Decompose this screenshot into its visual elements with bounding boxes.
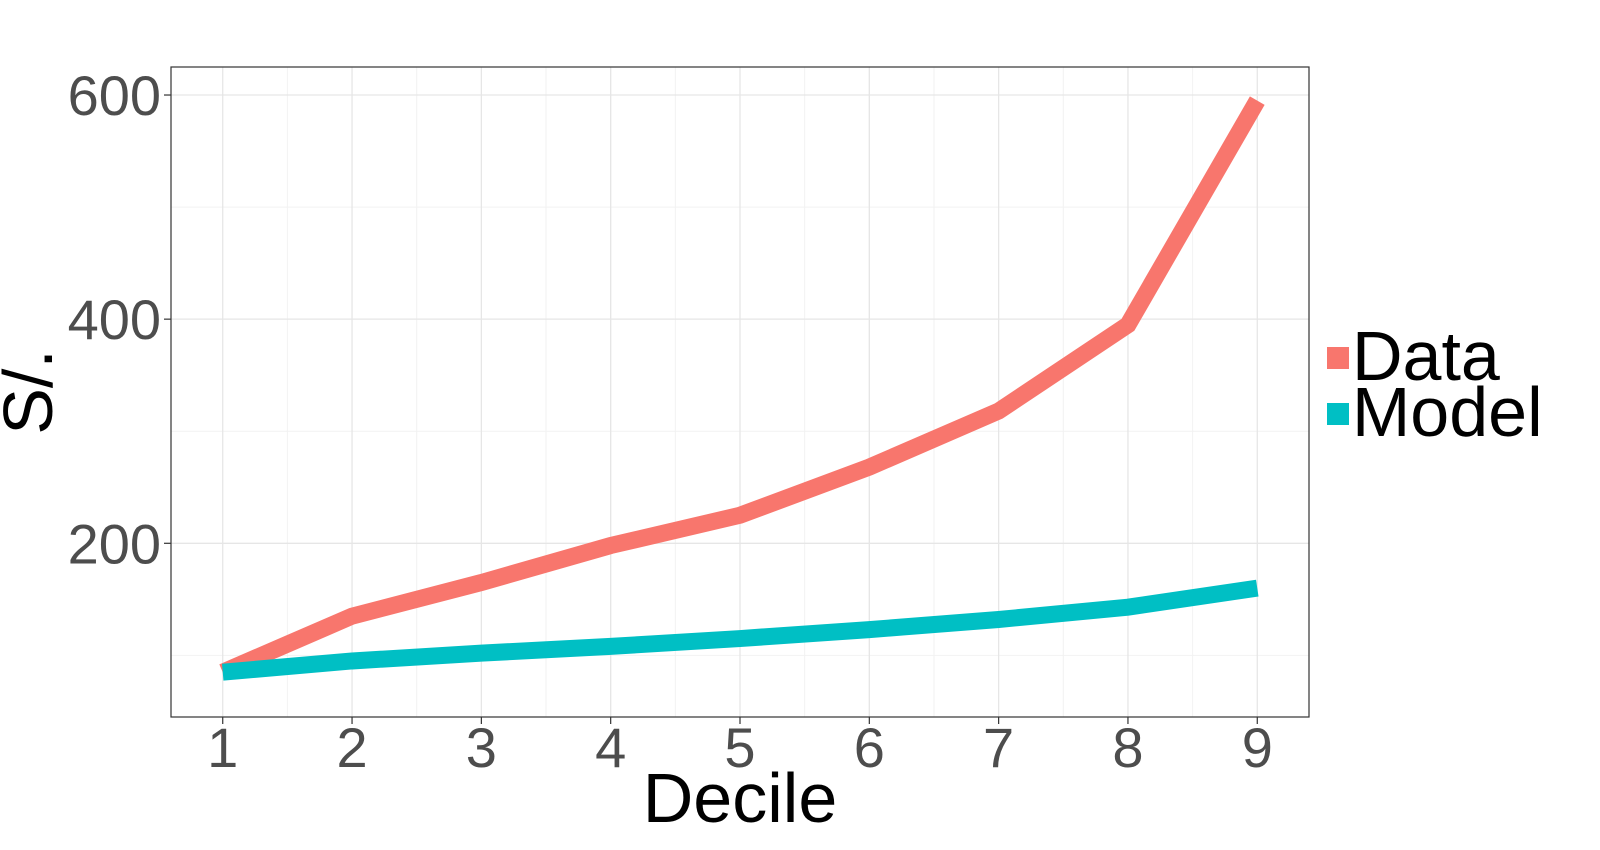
x-tick-label: 2 [336, 716, 367, 779]
y-axis-ticks: 200 400 600 [68, 64, 171, 575]
x-tick-label: 9 [1242, 716, 1273, 779]
y-tick-label: 400 [68, 288, 161, 351]
x-tick-label: 4 [595, 716, 626, 779]
series-lines [219, 96, 1265, 681]
x-tick-label: 8 [1112, 716, 1143, 779]
x-tick-label: 1 [207, 716, 238, 779]
series-line-data [219, 96, 1265, 680]
y-axis-title: S/. [0, 349, 67, 435]
y-tick-label: 200 [68, 512, 161, 575]
series-line-model [221, 579, 1259, 681]
legend-key-data [1327, 347, 1349, 369]
x-tick-label: 5 [724, 716, 755, 779]
y-tick-label: 600 [68, 64, 161, 127]
x-axis-title: Decile [643, 759, 838, 837]
legend-key-model [1327, 403, 1349, 425]
x-axis-ticks: 1 2 3 4 5 6 7 8 9 [207, 716, 1273, 779]
legend-label-data: Data [1352, 317, 1500, 395]
x-tick-label: 7 [983, 716, 1014, 779]
x-tick-label: 6 [854, 716, 885, 779]
legend-label-model: Model [1352, 373, 1543, 451]
x-tick-label: 3 [466, 716, 497, 779]
